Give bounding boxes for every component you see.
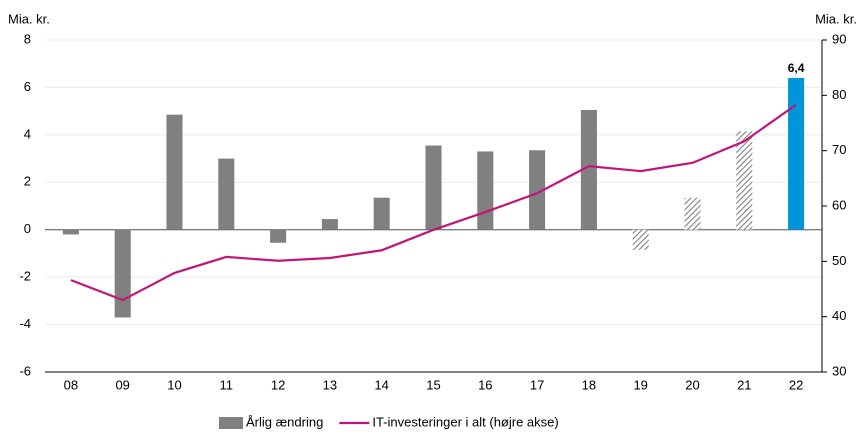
x-tick-label: 20 (685, 377, 699, 392)
y-tick-label: -4 (19, 316, 31, 331)
x-tick-label: 13 (323, 377, 337, 392)
y-axis-label: Mia. kr. (8, 11, 50, 26)
bar (114, 229, 131, 318)
legend-label: IT-investeringer i alt (højre akse) (372, 414, 558, 429)
legend-swatch (219, 417, 243, 429)
x-tick-label: 22 (789, 377, 803, 392)
y2-tick-label: 60 (832, 197, 846, 212)
y-tick-label: 4 (24, 126, 31, 141)
bar (321, 219, 338, 230)
x-tick-label: 21 (737, 377, 751, 392)
legend-label: Årlig ændring (246, 414, 323, 429)
x-tick-label: 08 (64, 377, 78, 392)
bar (529, 150, 546, 230)
bar (477, 151, 494, 230)
y2-tick-label: 30 (832, 363, 846, 378)
data-label: 6,4 (788, 61, 805, 75)
y2-tick-label: 40 (832, 308, 846, 323)
y-tick-label: 0 (24, 221, 31, 236)
x-tick-label: 10 (167, 377, 181, 392)
x-tick-label: 18 (582, 377, 596, 392)
y2-tick-label: 90 (832, 31, 846, 46)
bar (684, 197, 701, 230)
x-tick-label: 15 (426, 377, 440, 392)
bar (62, 229, 79, 235)
x-tick-label: 09 (115, 377, 129, 392)
bar (788, 77, 805, 230)
y-tick-label: -2 (19, 269, 31, 284)
line (70, 103, 797, 302)
y-tick-label: 6 (24, 79, 31, 94)
bar (632, 229, 649, 250)
x-tick-label: 19 (633, 377, 647, 392)
x-tick-label: 12 (271, 377, 285, 392)
x-tick-label: 17 (530, 377, 544, 392)
y-tick-label: 2 (24, 174, 31, 189)
y2-tick-label: 70 (832, 142, 846, 157)
x-tick-label: 16 (478, 377, 492, 392)
bar (425, 145, 442, 230)
y-tick-label: 8 (24, 31, 31, 46)
bar (373, 197, 390, 230)
y-tick-label: -6 (19, 363, 31, 378)
x-tick-label: 14 (374, 377, 388, 392)
bar (580, 109, 597, 230)
bar (270, 229, 287, 243)
y2-tick-label: 50 (832, 253, 846, 268)
y2-axis-label: Mia. kr. (815, 11, 857, 26)
x-tick-label: 11 (220, 377, 234, 392)
bar (736, 131, 753, 230)
bar (166, 114, 183, 230)
y2-tick-label: 80 (832, 87, 846, 102)
bar (218, 158, 235, 230)
